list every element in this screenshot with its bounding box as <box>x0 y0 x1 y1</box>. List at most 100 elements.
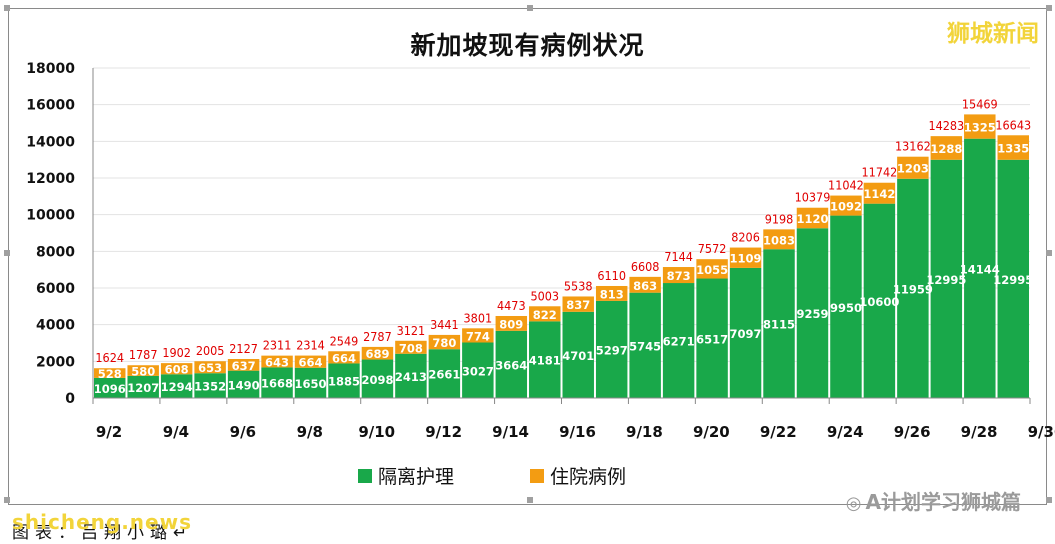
data-label-total: 3441 <box>430 317 459 332</box>
y-tick-label: 12000 <box>26 171 75 187</box>
data-label-hospital: 780 <box>432 336 456 350</box>
data-label-hospital: 809 <box>499 317 523 331</box>
bar-community <box>930 159 963 398</box>
data-label-total: 9198 <box>765 211 794 226</box>
data-label-hospital: 664 <box>299 356 323 370</box>
x-tick-label: 9/18 <box>626 423 663 441</box>
resize-handle[interactable] <box>1046 250 1052 256</box>
y-tick-label: 16000 <box>26 98 75 114</box>
resize-handle[interactable] <box>527 497 533 503</box>
data-label-hospital: 1142 <box>863 187 895 201</box>
data-label-total: 2314 <box>296 338 325 353</box>
bar-community <box>662 283 695 398</box>
y-tick-label: 4000 <box>36 318 75 334</box>
data-label-hospital: 664 <box>332 351 356 365</box>
bar-community <box>261 367 293 398</box>
data-label-community: 12995 <box>993 273 1033 287</box>
data-label-hospital: 643 <box>265 356 289 370</box>
bar-community <box>328 363 360 398</box>
bar-hospital <box>495 315 528 331</box>
bar-community <box>428 349 461 398</box>
bar-hospital <box>127 365 159 376</box>
bar-community <box>160 374 193 398</box>
y-tick-label: 8000 <box>36 244 75 260</box>
data-label-hospital: 813 <box>600 287 624 301</box>
data-label-community: 2661 <box>428 368 460 382</box>
data-label-hospital: 1335 <box>997 142 1029 156</box>
data-label-hospital: 1092 <box>830 200 862 214</box>
chart-credit: 图表：吕翔小璐↵ <box>12 523 194 543</box>
data-label-community: 14144 <box>960 262 1000 276</box>
bar-hospital <box>964 114 996 139</box>
x-tick-label: 9/8 <box>297 423 323 441</box>
data-label-hospital: 873 <box>667 269 691 283</box>
y-tick-label: 14000 <box>26 134 75 150</box>
resize-handle[interactable] <box>4 497 10 503</box>
bar-community <box>227 370 260 398</box>
x-tick-label: 9/10 <box>358 423 395 441</box>
y-tick-label: 18000 <box>26 61 75 77</box>
data-label-hospital: 863 <box>633 279 657 293</box>
x-tick-label: 9/26 <box>894 423 931 441</box>
data-label-hospital: 689 <box>365 347 389 361</box>
data-label-community: 3664 <box>495 358 527 372</box>
bar-community <box>529 321 561 398</box>
data-label-total: 10379 <box>795 190 831 205</box>
bar-community <box>495 330 528 398</box>
bar-community <box>361 359 394 398</box>
y-tick-label: 0 <box>65 391 75 407</box>
bar-hospital <box>261 355 293 368</box>
resize-handle[interactable] <box>4 5 10 11</box>
bar-community <box>395 353 427 398</box>
data-label-total: 3801 <box>464 310 493 325</box>
wechat-icon: ◎ <box>845 493 862 514</box>
data-label-total: 1624 <box>95 350 124 365</box>
watermark-top: 狮城新闻 <box>947 21 1039 47</box>
x-tick-label: 9/20 <box>693 423 730 441</box>
resize-handle[interactable] <box>527 5 533 11</box>
bar-hospital <box>595 285 628 301</box>
data-label-total: 1902 <box>162 345 191 360</box>
resize-handle[interactable] <box>4 250 10 256</box>
data-label-community: 3027 <box>462 364 494 378</box>
x-tick-label: 9/30 <box>1028 423 1055 441</box>
data-label-hospital: 1325 <box>964 121 996 135</box>
bar-hospital <box>830 195 862 216</box>
data-label-total: 15469 <box>962 96 998 111</box>
y-tick-label: 6000 <box>36 281 75 297</box>
bar-community <box>127 375 159 398</box>
y-tick-label: 10000 <box>26 208 75 224</box>
bar-hospital <box>328 351 360 364</box>
bar-community <box>595 300 628 398</box>
legend-label: 隔离护理 <box>378 466 454 488</box>
bar-community <box>897 178 929 398</box>
data-label-total: 2005 <box>196 343 225 358</box>
resize-handle[interactable] <box>1046 5 1052 11</box>
data-label-total: 8206 <box>731 230 760 245</box>
bar-hospital <box>662 267 695 284</box>
bars <box>94 114 1029 398</box>
wechat-watermark: ◎ A计划学习狮城篇 <box>846 486 1021 515</box>
data-label-hospital: 653 <box>198 361 222 375</box>
x-tick-label: 9/2 <box>96 423 122 441</box>
data-label-community: 6517 <box>696 332 728 346</box>
data-label-hospital: 1120 <box>796 212 828 226</box>
data-label-community: 5297 <box>596 343 628 357</box>
bar-hospital <box>462 328 494 343</box>
data-label-total: 11042 <box>828 178 864 193</box>
x-axis-ticks: 9/2 9/4 9/6 9/8 9/10 9/12 9/14 9/16 9/18 9/20 9/22… <box>92 398 1055 441</box>
bar-hospital <box>529 306 561 322</box>
data-label-community: 4181 <box>529 354 561 368</box>
x-tick-label: 9/28 <box>961 423 998 441</box>
legend-swatch <box>530 469 544 483</box>
x-tick-label: 9/12 <box>425 423 462 441</box>
bar-community <box>796 228 829 398</box>
resize-handles[interactable] <box>4 5 1052 503</box>
bar-community <box>964 138 996 398</box>
bar-hospital <box>997 135 1029 160</box>
data-label-total: 2549 <box>330 333 359 348</box>
resize-handle[interactable] <box>1046 497 1052 503</box>
data-label-community: 7097 <box>730 327 762 341</box>
